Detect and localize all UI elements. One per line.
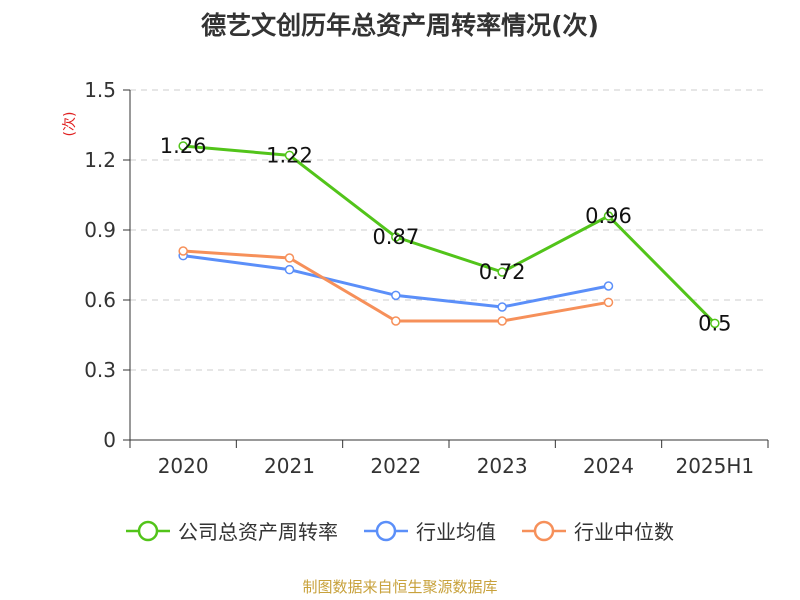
legend-label: 公司总资产周转率 — [178, 520, 338, 544]
legend-line-circle-icon — [126, 520, 170, 541]
y-tick-label: 0.9 — [84, 218, 116, 242]
data-label: 0.5 — [698, 311, 731, 335]
legend-label: 行业中位数 — [574, 520, 674, 544]
legend-line-circle-icon — [522, 520, 566, 541]
data-point — [178, 246, 188, 256]
data-label: 1.22 — [266, 143, 313, 167]
y-tick-label: 0 — [103, 428, 116, 452]
legend-line-circle-icon — [364, 520, 408, 541]
x-tick-label: 2025H1 — [675, 454, 754, 478]
series-line-0 — [183, 144, 716, 325]
x-tick-label: 2020 — [158, 454, 209, 478]
y-tick-label: 1.2 — [84, 148, 116, 172]
gridlines — [130, 89, 768, 371]
data-point — [284, 264, 295, 275]
data-label: 0.96 — [585, 204, 632, 228]
y-tick-label: 0.3 — [84, 358, 116, 382]
data-point — [497, 302, 507, 312]
source-note: 制图数据来自恒生聚源数据库 — [302, 578, 498, 596]
data-point — [710, 318, 720, 329]
data-point — [178, 141, 188, 151]
legend-label: 行业均值 — [416, 520, 496, 544]
data-point — [497, 267, 507, 277]
data-label: 0.72 — [479, 260, 526, 284]
data-point — [603, 281, 614, 291]
chart-title: 德艺文创历年总资产周转率情况(次) — [201, 11, 599, 40]
legend: 公司总资产周转率 行业均值 行业中位数 — [0, 516, 800, 545]
data-point — [284, 150, 295, 161]
x-tick-label: 2024 — [583, 454, 634, 478]
x-tick-label: 2021 — [264, 454, 315, 478]
data-label: 0.87 — [372, 225, 419, 249]
legend-item[interactable]: 行业均值 — [364, 516, 496, 545]
data-labels: 1.26 1.22 0.87 0.72 0.96 0.5 — [160, 134, 732, 335]
series-line-2 — [183, 249, 609, 323]
data-point — [603, 211, 614, 221]
data-point — [284, 253, 295, 263]
y-axis-label: (次) — [62, 112, 78, 137]
legend-item[interactable]: 公司总资产周转率 — [126, 516, 338, 545]
series-layer — [178, 141, 720, 329]
data-point — [391, 316, 401, 326]
data-point — [603, 297, 614, 308]
x-tick-label: 2022 — [370, 454, 421, 478]
axes: 0 0.3 0.6 0.9 1.2 1.5 (次) 2020 2021 2022 2023 2024 2… — [62, 78, 769, 478]
data-label: 1.26 — [160, 134, 207, 158]
data-point — [391, 232, 401, 242]
x-tick-label: 2023 — [477, 454, 528, 478]
data-point — [391, 290, 401, 301]
y-tick-label: 0.6 — [84, 288, 116, 312]
legend-item[interactable]: 行业中位数 — [522, 516, 674, 545]
y-tick-label: 1.5 — [84, 78, 116, 102]
data-point — [497, 316, 507, 326]
